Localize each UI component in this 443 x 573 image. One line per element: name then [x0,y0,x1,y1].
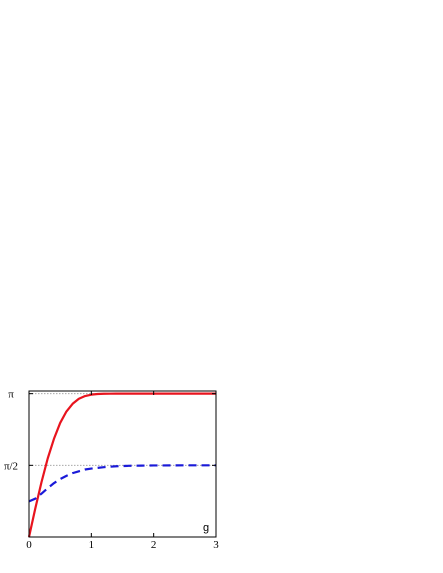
x-tick-label: 1 [89,539,95,551]
y-tick-label: π [8,389,14,401]
x-tick-label: 3 [213,539,219,551]
plot-frame [28,390,217,538]
axis-labels: g [203,522,209,534]
axis-ticks: 0 1 2 3 π/2 π [4,389,219,551]
x-axis-label: g [203,522,209,534]
x-tick-label: 2 [151,539,157,551]
y-tick-label: π/2 [4,460,18,472]
series-line-1 [28,464,216,503]
x-tick-label: 0 [26,539,32,551]
